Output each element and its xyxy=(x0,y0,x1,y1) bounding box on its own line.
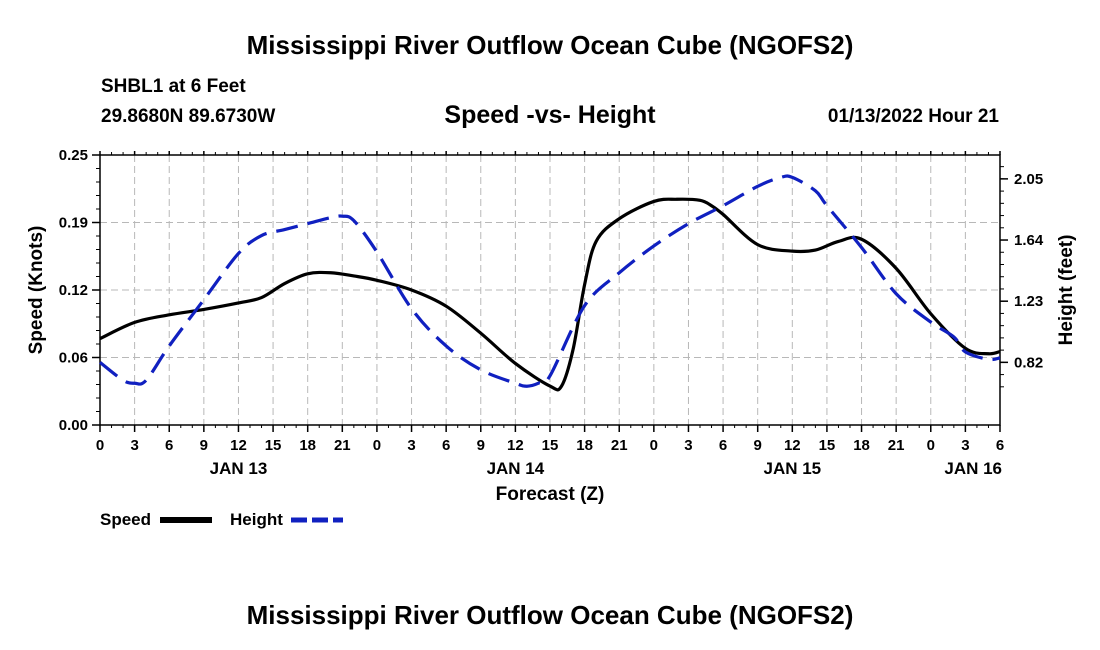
y-right-tick-label: 1.23 xyxy=(1014,293,1043,310)
chart-subtitle: Speed -vs- Height xyxy=(444,101,656,129)
x-tick-label: 6 xyxy=(996,437,1004,454)
x-tick-label: 18 xyxy=(576,437,593,454)
x-tick-label: 0 xyxy=(373,437,381,454)
x-tick-label: 3 xyxy=(130,437,138,454)
x-tick-label: 0 xyxy=(96,437,104,454)
x-tick-label: 6 xyxy=(442,437,450,454)
x-tick-label: 21 xyxy=(611,437,628,454)
x-axis-title: Forecast (Z) xyxy=(496,484,605,505)
x-tick-label: 12 xyxy=(230,437,247,454)
x-tick-label: 9 xyxy=(200,437,208,454)
series-line-height xyxy=(99,174,1001,388)
run-timestamp: 01/13/2022 Hour 21 xyxy=(827,106,999,127)
y-axis-title-right: Height (feet) xyxy=(1056,235,1077,346)
series-lines xyxy=(99,174,1001,392)
y-left-tick-label: 0.25 xyxy=(59,147,88,164)
x-tick-label: 21 xyxy=(888,437,905,454)
axis-labels: 0 3 6 9 12 15 18 21 0 3 6 9 12 15 18 21 0 3 6 9 12 15 18 21 0 3 6 J… xyxy=(59,147,1044,478)
y-left-tick-label: 0.00 xyxy=(59,417,88,434)
x-tick-label: 15 xyxy=(265,437,282,454)
x-tick-label: 18 xyxy=(853,437,870,454)
date-label: JAN 16 xyxy=(944,459,1002,478)
x-tick-label: 15 xyxy=(542,437,559,454)
x-tick-label: 3 xyxy=(407,437,415,454)
y-right-tick-label: 1.64 xyxy=(1014,232,1044,249)
x-tick-label: 18 xyxy=(299,437,316,454)
x-tick-label: 12 xyxy=(784,437,801,454)
y-axis-title-left: Speed (Knots) xyxy=(26,226,47,355)
x-tick-label: 9 xyxy=(754,437,762,454)
date-label: JAN 15 xyxy=(763,459,821,478)
y-right-tick-label: 2.05 xyxy=(1014,171,1043,188)
legend-label-speed: Speed xyxy=(100,510,151,529)
date-label: JAN 14 xyxy=(487,459,545,478)
y-left-tick-label: 0.19 xyxy=(59,215,88,232)
x-tick-label: 3 xyxy=(684,437,692,454)
x-tick-label: 9 xyxy=(477,437,485,454)
plot-frame xyxy=(99,154,1001,426)
y-right-tick-label: 0.82 xyxy=(1014,354,1043,371)
x-tick-label: 0 xyxy=(650,437,658,454)
x-tick-label: 15 xyxy=(819,437,836,454)
y-left-tick-label: 0.12 xyxy=(59,282,88,299)
x-tick-label: 0 xyxy=(927,437,935,454)
station-coords: 29.8680N 89.6730W xyxy=(101,106,276,127)
y-left-tick-label: 0.06 xyxy=(59,350,88,367)
speed-height-chart: 0 3 6 9 12 15 18 21 0 3 6 9 12 15 18 21 0 3 6 9 12 15 18 21 0 3 6 J… xyxy=(26,147,1077,529)
footer-title: Mississippi River Outflow Ocean Cube (NG… xyxy=(246,600,854,630)
x-tick-label: 6 xyxy=(719,437,727,454)
x-tick-label: 6 xyxy=(165,437,173,454)
legend-label-height: Height xyxy=(230,510,283,529)
chart-title: Mississippi River Outflow Ocean Cube (NG… xyxy=(246,30,854,60)
x-tick-label: 21 xyxy=(334,437,351,454)
x-tick-label: 3 xyxy=(961,437,969,454)
date-label: JAN 13 xyxy=(210,459,268,478)
x-tick-label: 12 xyxy=(507,437,524,454)
station-label: SHBL1 at 6 Feet xyxy=(101,76,246,97)
